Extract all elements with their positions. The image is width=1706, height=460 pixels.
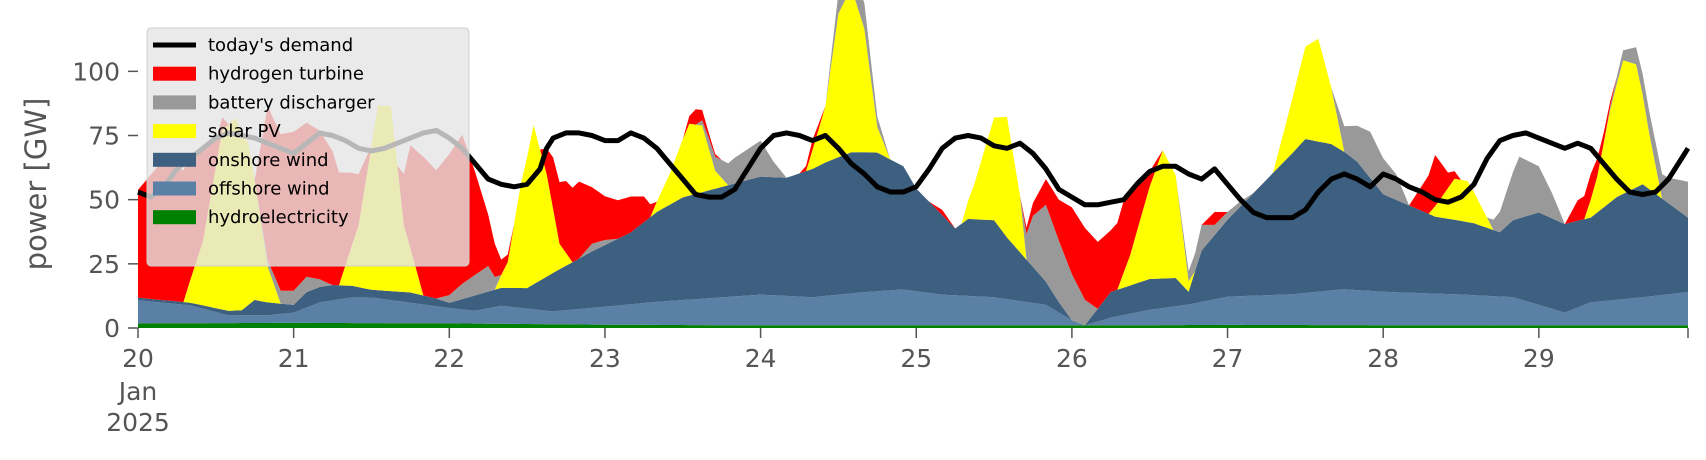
y-tick-label: 25: [88, 250, 120, 279]
x-tick-sublabel: 2025: [106, 408, 170, 437]
y-tick-label: 50: [88, 186, 120, 215]
legend-swatch-onshore-wind: [153, 152, 196, 167]
legend-label-onshore-wind: onshore wind: [208, 150, 329, 171]
legend-label-hydroelectricity: hydroelectricity: [208, 207, 349, 228]
x-tick-label: 22: [433, 344, 465, 373]
x-tick-label: 24: [745, 344, 777, 373]
legend-label-hydrogen-turbine: hydrogen turbine: [208, 64, 364, 85]
series-solar-pv-area: [138, 0, 1688, 326]
y-tick-label: 75: [88, 122, 120, 151]
x-tick-sublabel: Jan: [117, 377, 158, 406]
legend-swatch-offshore-wind: [153, 181, 196, 196]
legend-swatch-hydrogen-turbine: [153, 66, 196, 81]
series-layer: [138, 0, 1688, 328]
x-tick-label: 23: [589, 344, 621, 373]
y-tick-label: 100: [72, 57, 120, 86]
legend-swatch-battery-discharger: [153, 95, 196, 110]
legend-box: [146, 27, 470, 267]
legend-label-today-s-demand: today's demand: [208, 35, 353, 56]
series-hydrogen-turbine-area: [138, 0, 1688, 309]
legend-swatch-solar-pv: [153, 124, 196, 139]
legend-label-battery-discharger: battery discharger: [208, 92, 375, 113]
series-hydroelectricity-area: [138, 322, 1688, 328]
legend-swatch-hydroelectricity: [153, 210, 196, 225]
legend-label-offshore-wind: offshore wind: [208, 179, 330, 200]
x-tick-label: 25: [900, 344, 932, 373]
y-axis-title: power [GW]: [19, 98, 53, 271]
x-tick-label: 29: [1523, 344, 1555, 373]
legend-label-solar-pv: solar PV: [208, 121, 281, 142]
x-tick-label: 27: [1212, 344, 1244, 373]
x-tick-label: 21: [278, 344, 310, 373]
x-tick-label: 28: [1367, 344, 1399, 373]
x-tick-label: 20: [122, 344, 154, 373]
series-offshore-wind-area: [138, 289, 1688, 326]
y-tick-label: 0: [104, 314, 120, 343]
series-onshore-wind-area: [138, 139, 1688, 326]
legend: today's demand hydrogen turbine battery di…: [146, 27, 470, 267]
series-battery-discharger-area: [138, 0, 1688, 326]
x-tick-label: 26: [1056, 344, 1088, 373]
